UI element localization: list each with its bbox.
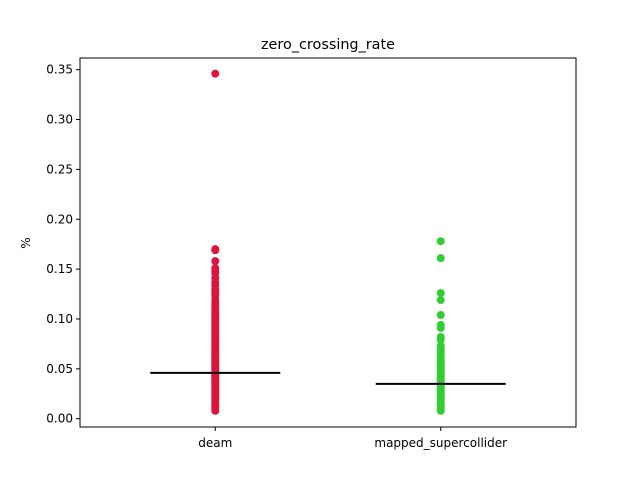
y-tick-label: 0.25 [46,162,73,176]
y-axis-label: % [19,237,33,248]
y-tick-label: 0.05 [46,362,73,376]
data-point [211,69,220,78]
median-layer [150,371,506,385]
data-point [436,311,445,320]
y-tick-label: 0.00 [46,412,73,426]
data-point [211,257,220,266]
points-layer [211,69,445,415]
data-point [436,296,445,305]
chart-title: zero_crossing_rate [261,37,395,53]
data-point [436,237,445,246]
y-axis: 0.00 0.05 0.10 0.15 0.20 0.25 0.30 0.35 [46,63,80,426]
x-tick-label: mapped_supercollider [374,436,507,450]
data-point [436,335,445,344]
data-point [436,323,445,332]
y-tick-label: 0.15 [46,262,73,276]
y-tick-label: 0.10 [46,312,73,326]
data-point [436,254,445,263]
plot-frame [79,57,577,428]
data-point [211,246,220,255]
y-tick-label: 0.20 [46,212,73,226]
y-tick-label: 0.30 [46,113,73,127]
data-point [211,406,220,415]
data-point [436,289,445,298]
x-tick-label: deam [198,436,232,450]
x-axis: deam mapped_supercollider [198,427,507,450]
y-tick-label: 0.35 [46,63,73,77]
data-point [436,406,445,415]
